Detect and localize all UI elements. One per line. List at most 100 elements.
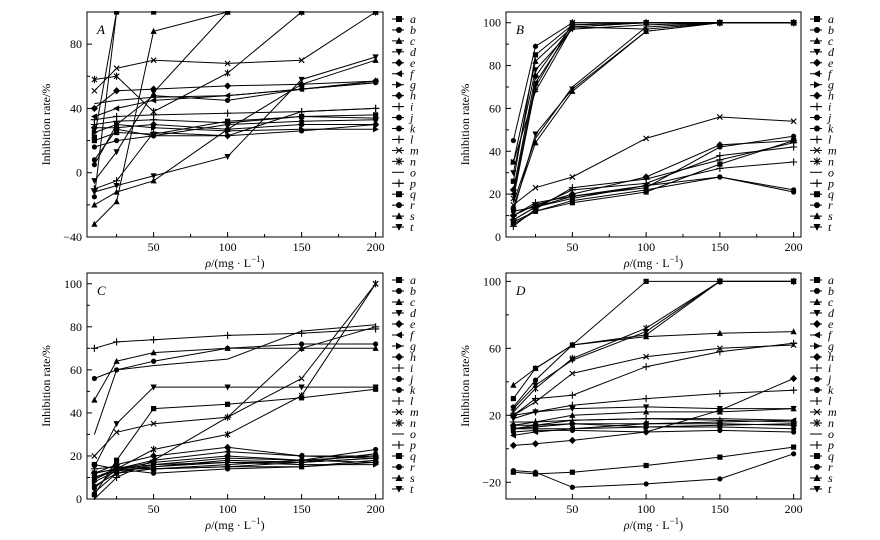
data-point-d-p <box>716 348 724 356</box>
legend-marker-c-h <box>395 353 403 361</box>
legend-marker-a-k <box>396 125 402 132</box>
legend-marker-a-j <box>396 114 402 121</box>
legend-label-b-g: g <box>828 78 834 92</box>
data-point-c-b <box>373 341 379 347</box>
legend-marker-c-g <box>396 342 403 350</box>
data-point-b-q <box>532 208 539 214</box>
legend-label-a-i: i <box>410 100 413 114</box>
data-point-a-a <box>91 134 97 140</box>
legend-label-c-g: g <box>410 339 416 353</box>
data-point-d-l <box>716 389 724 398</box>
data-point-a-e <box>224 82 232 90</box>
data-point-a-q <box>91 137 97 144</box>
series-line-c-s <box>94 455 376 493</box>
legend-label-c-i: i <box>410 361 413 375</box>
x-tick-label-a: 150 <box>293 240 311 254</box>
y-tick-label-a: 0 <box>76 166 82 180</box>
legend-marker-b-a <box>814 16 820 22</box>
data-point-d-m <box>643 353 650 360</box>
legend-label-c-a: a <box>410 273 416 287</box>
data-point-c-m <box>298 375 305 382</box>
data-point-c-r <box>91 485 97 491</box>
series-line-d-k <box>513 429 794 433</box>
data-point-b-t <box>532 131 539 138</box>
legend-label-b-s: s <box>828 209 833 223</box>
y-tick-label-c: 80 <box>70 320 82 334</box>
data-point-a-r <box>114 137 120 144</box>
legend-label-c-t: t <box>410 482 414 496</box>
series-line-c-t <box>94 457 376 481</box>
series-line-a-t <box>94 56 376 193</box>
x-axis-label-a: ρ/(mg · L−1) <box>204 254 264 270</box>
panel-a: −40 0 40 80 50 100 150 200 A Inhibition rate/% ρ/(… <box>39 11 419 270</box>
legend-marker-d-r <box>814 464 820 470</box>
legend-marker-b-f <box>813 70 820 78</box>
legend-marker-a-q <box>396 191 402 198</box>
data-point-c-c <box>91 396 98 403</box>
legend-marker-b-j <box>814 114 820 121</box>
data-point-d-k <box>791 429 797 435</box>
data-point-a-f <box>113 105 120 112</box>
data-point-d-i <box>790 418 798 426</box>
data-point-c-t <box>224 459 231 466</box>
y-tick-label-c: 20 <box>70 449 82 463</box>
legend-marker-d-c <box>813 298 821 305</box>
legend-marker-a-e <box>395 58 403 67</box>
series-line-b-r <box>513 135 794 221</box>
series-line-d-c <box>513 331 794 386</box>
legend-marker-a-b <box>396 26 402 33</box>
legend-label-b-t: t <box>828 220 832 234</box>
legend-label-c-n: n <box>410 416 416 430</box>
data-point-a-j <box>225 97 231 103</box>
data-point-b-g <box>510 158 517 166</box>
legend-marker-d-j <box>814 376 820 382</box>
series-line-a-r <box>94 119 376 148</box>
legend-label-c-o: o <box>410 427 416 441</box>
data-point-b-t <box>643 28 650 35</box>
data-point-a-e <box>113 87 121 95</box>
data-point-c-d <box>372 384 379 391</box>
legend-marker-d-a <box>814 277 820 283</box>
legend-label-a-e: e <box>410 56 416 70</box>
series-line-b-h <box>513 140 794 217</box>
data-point-a-m <box>91 87 98 94</box>
data-point-c-t <box>150 461 157 468</box>
legend-label-d-i: i <box>828 361 831 375</box>
legend-label-c-l: l <box>410 394 414 408</box>
data-point-d-p <box>790 339 798 347</box>
legend-marker-c-n <box>395 419 403 427</box>
legend-label-a-k: k <box>410 122 416 136</box>
data-point-b-l <box>790 158 798 166</box>
data-point-c-t <box>91 477 98 484</box>
data-point-a-q <box>225 118 231 124</box>
data-point-d-k <box>717 427 723 433</box>
legend-label-b-r: r <box>828 198 833 212</box>
series-line-b-o <box>512 22 794 203</box>
y-axis-label-c: Inhibition rate/% <box>39 345 53 427</box>
legend-marker-b-l <box>813 135 821 144</box>
legend-marker-b-b <box>814 26 820 33</box>
legend-marker-a-s <box>395 212 403 220</box>
legend-marker-b-t <box>813 224 821 231</box>
y-tick-label-c: 40 <box>70 406 82 420</box>
data-point-d-r <box>791 451 797 457</box>
legend-label-d-h: h <box>828 350 834 364</box>
legend-label-d-d: d <box>828 306 835 320</box>
series-line-d-q <box>513 446 794 475</box>
data-point-d-h <box>642 420 650 428</box>
data-point-d-e <box>509 441 517 450</box>
legend-label-c-b: b <box>410 284 416 298</box>
data-point-a-d <box>225 11 230 16</box>
x-tick-label-b: 150 <box>711 240 729 254</box>
data-point-a-i <box>224 109 232 117</box>
data-point-d-c <box>716 329 723 336</box>
data-point-a-m <box>150 57 157 64</box>
legend-marker-a-d <box>395 48 403 56</box>
data-point-d-b <box>532 377 539 383</box>
legend-label-d-j: j <box>826 372 832 386</box>
data-point-c-s <box>113 469 120 476</box>
series-line-d-g <box>513 423 794 430</box>
data-point-b-q <box>717 161 723 167</box>
series-line-b-a <box>512 22 794 182</box>
